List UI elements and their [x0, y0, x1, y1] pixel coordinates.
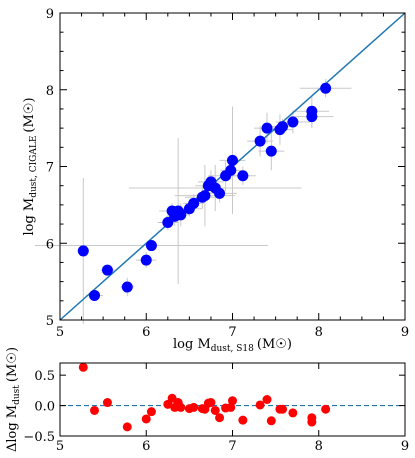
data-point: [175, 209, 187, 221]
residual-point: [206, 398, 216, 408]
data-point: [261, 122, 273, 134]
residual-point: [176, 402, 186, 412]
main-y-axis-label-main: log M: [22, 198, 37, 236]
main-axis-ticks: [59, 12, 406, 321]
y-tick-label: 7: [46, 161, 54, 176]
main-y-axis-label: log Mdust, CIGALE (M☉): [22, 97, 39, 235]
data-point: [306, 105, 318, 117]
y-tick-label: 6: [46, 237, 54, 252]
y-tick-label: 0.0: [34, 400, 55, 415]
data-point: [225, 164, 237, 176]
residual-point: [321, 404, 331, 414]
residual-point: [189, 402, 199, 412]
x-tick-label: 7: [228, 439, 236, 454]
residual-y-axis-label-unit: (M☉): [5, 347, 20, 382]
data-point: [277, 121, 289, 133]
data-point: [254, 135, 266, 147]
data-point: [237, 170, 249, 182]
y-tick-label: 0.5: [34, 369, 55, 384]
main-y-tick-labels: 5 6 7 8 9: [46, 7, 54, 329]
data-point: [77, 245, 89, 257]
residual-y-axis-label: Δlog Mdust (M☉): [5, 347, 22, 452]
x-tick-label: 8: [315, 439, 323, 454]
x-tick-label: 9: [401, 439, 409, 454]
residual-panel: 5 6 7 8 9 −0.5 0.0 0.5 Δlog Mdust (M☉): [5, 347, 409, 454]
x-tick-label: 7: [228, 325, 236, 340]
residual-y-axis-label-main: Δlog M: [5, 405, 20, 452]
y-tick-label: 9: [46, 7, 54, 22]
residual-point: [102, 398, 112, 408]
data-point: [188, 197, 200, 209]
residual-axis-ticks: [59, 363, 406, 437]
data-point: [265, 145, 277, 157]
data-point: [227, 154, 238, 166]
residual-point: [78, 362, 88, 372]
residual-point: [278, 404, 288, 414]
x-tick-label: 8: [315, 325, 323, 340]
residual-point: [288, 408, 298, 418]
data-point: [214, 187, 226, 199]
residual-point: [141, 414, 151, 424]
data-point: [320, 82, 332, 94]
residual-point: [307, 413, 317, 423]
residual-point: [146, 407, 156, 417]
main-x-axis-label-subscript: dust, S18: [211, 344, 254, 354]
residual-point: [238, 415, 248, 425]
x-tick-label: 9: [401, 325, 409, 340]
main-x-tick-labels: 5 6 7 8 9: [56, 325, 409, 340]
data-point: [89, 289, 100, 301]
y-tick-label: 8: [46, 84, 54, 99]
x-tick-label: 5: [56, 325, 64, 340]
main-data-points: [77, 82, 332, 301]
residual-point: [210, 405, 220, 415]
data-point: [121, 281, 133, 293]
x-tick-label: 6: [142, 439, 150, 454]
residual-point: [215, 413, 225, 423]
data-point: [145, 240, 157, 252]
y-tick-label: 5: [46, 314, 54, 329]
residual-point: [255, 400, 265, 410]
residual-point: [228, 396, 237, 406]
data-point: [101, 264, 113, 276]
main-x-axis-label: log Mdust, S18 (M☉): [173, 337, 292, 354]
residual-x-tick-labels: 5 6 7 8 9: [56, 439, 409, 454]
residual-point: [262, 395, 272, 404]
residual-data-points: [78, 362, 331, 432]
x-tick-label: 5: [56, 439, 64, 454]
residual-point: [266, 416, 276, 426]
data-point: [287, 116, 299, 128]
data-point: [140, 254, 152, 266]
main-y-axis-label-unit: (M☉): [22, 97, 37, 132]
x-tick-label: 6: [142, 325, 150, 340]
residual-y-axis-label-subscript: dust: [12, 385, 22, 405]
main-x-axis-label-unit: (M☉): [257, 337, 292, 352]
main-y-axis-label-subscript: dust, CIGALE: [29, 136, 39, 198]
residual-point: [122, 422, 132, 432]
residual-point: [90, 405, 99, 415]
data-point: [199, 190, 211, 202]
main-x-axis-label-main: log M: [173, 337, 211, 352]
y-tick-label: −0.5: [23, 430, 55, 445]
residual-y-tick-labels: −0.5 0.0 0.5: [23, 369, 55, 445]
